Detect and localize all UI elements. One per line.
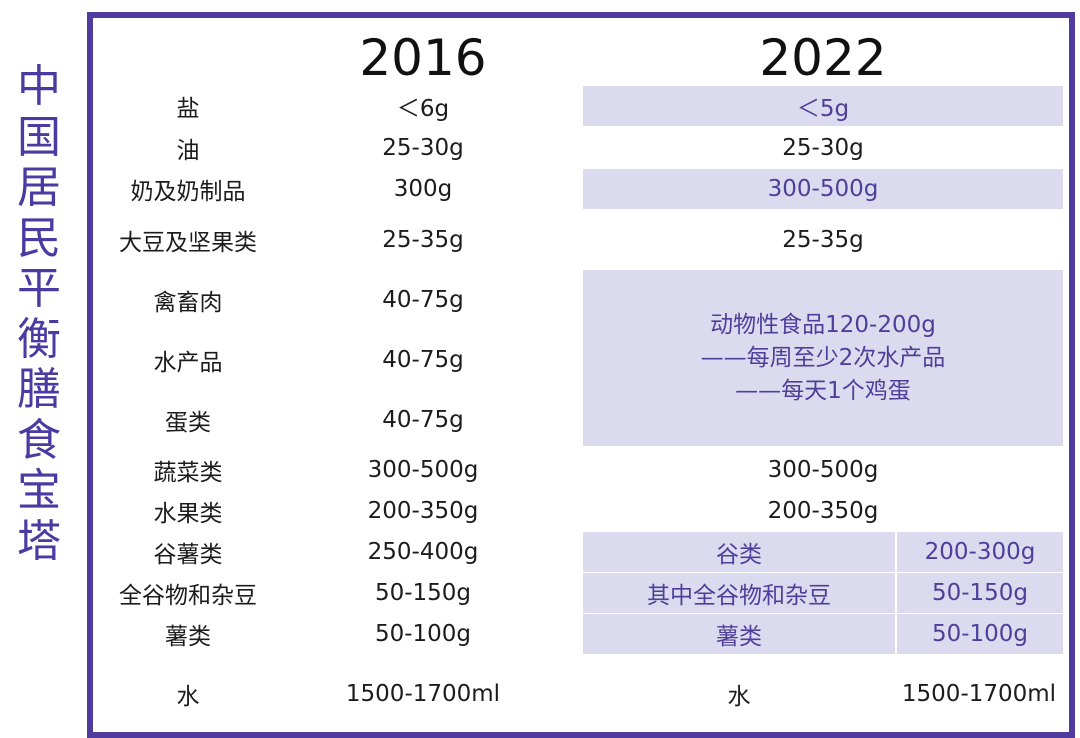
name-2022-water: 水 [727,684,751,710]
row-name-egg: 蛋类 [165,410,211,436]
value-2022-veg: 300-500g [767,457,879,483]
row-name-soy: 大豆及坚果类 [119,230,257,256]
row-name-water: 水 [176,684,200,710]
column-divider [895,532,897,654]
value-2016-veg: 300-500g [367,457,479,483]
shade-whole-2022 [583,573,1063,613]
value-2016-tuber: 50-100g [374,621,472,647]
title-char: 宝 [17,465,61,516]
value-2016-soy: 25-35g [382,227,464,253]
name-2022-tuber: 薯类 [716,624,762,650]
value-2022-fruit: 200-350g [767,498,879,524]
title-char: 居 [17,162,61,213]
value-2016-egg: 40-75g [382,407,464,433]
value-2016-salt: ＜6g [396,96,450,122]
title-char: 国 [17,111,61,163]
row-name-grain: 谷薯类 [153,542,223,568]
shade-milk-2022 [583,169,1063,209]
row-name-salt: 盐 [176,96,200,122]
value-2022-oil: 25-30g [782,135,864,161]
name-2022-grain: 谷类 [716,542,762,568]
title-char: 食 [17,414,61,466]
shade-tuber-2022 [583,614,1063,654]
value-2022-salt: ＜5g [796,96,850,122]
vertical-title: 中 国 居 民 平 衡 膳 食 宝 塔 [10,61,68,567]
header-2022: 2022 [759,29,887,87]
name-2022-whole: 其中全谷物和杂豆 [647,583,831,609]
row-name-milk: 奶及奶制品 [130,179,246,205]
value-2016-milk: 300g [393,176,453,202]
shade-animal-2022 [583,270,1063,446]
header-2016: 2016 [359,29,487,87]
row-name-tuber: 薯类 [165,624,211,650]
value-2016-grain: 250-400g [367,539,479,565]
row-name-veg: 蔬菜类 [153,460,223,486]
animal-line: ——每周至少2次水产品 [700,344,946,371]
title-char: 中 [17,61,61,112]
value-2016-fruit: 200-350g [367,498,479,524]
value-2016-water: 1500-1700ml [345,681,501,707]
title-char: 民 [17,212,61,264]
animal-line: ——每天1个鸡蛋 [735,377,911,404]
title-char: 衡 [17,313,61,365]
value-2016-aquatic: 40-75g [382,347,464,373]
row-name-whole: 全谷物和杂豆 [119,583,257,609]
value-2022-grain: 200-300g [924,539,1036,565]
value-2022-soy: 25-35g [782,227,864,253]
value-2016-oil: 25-30g [382,135,464,161]
value-2016-poultry: 40-75g [382,287,464,313]
title-char: 膳 [17,364,61,415]
comparison-table: 2016 2022 盐 ＜6g ＜5g 油 25-30g 25-30g 奶及奶制… [87,12,1075,738]
value-2022-tuber: 50-100g [931,621,1029,647]
value-2022-whole: 50-150g [931,580,1029,606]
row-name-poultry: 禽畜肉 [153,290,223,316]
row-name-fruit: 水果类 [153,501,223,527]
row-name-aquatic: 水产品 [153,350,223,376]
value-2016-whole: 50-150g [374,580,472,606]
value-2022-water: 1500-1700ml [901,681,1057,707]
animal-food-2022: 动物性食品120-200g ——每周至少2次水产品 ——每天1个鸡蛋 [583,270,1063,446]
shade-salt-2022 [583,86,1063,126]
title-char: 塔 [17,515,61,567]
title-char: 平 [17,263,61,314]
row-name-oil: 油 [176,138,200,164]
animal-line: 动物性食品120-200g [710,311,936,338]
value-2022-milk: 300-500g [767,176,879,202]
shade-grain-2022 [583,532,1063,572]
